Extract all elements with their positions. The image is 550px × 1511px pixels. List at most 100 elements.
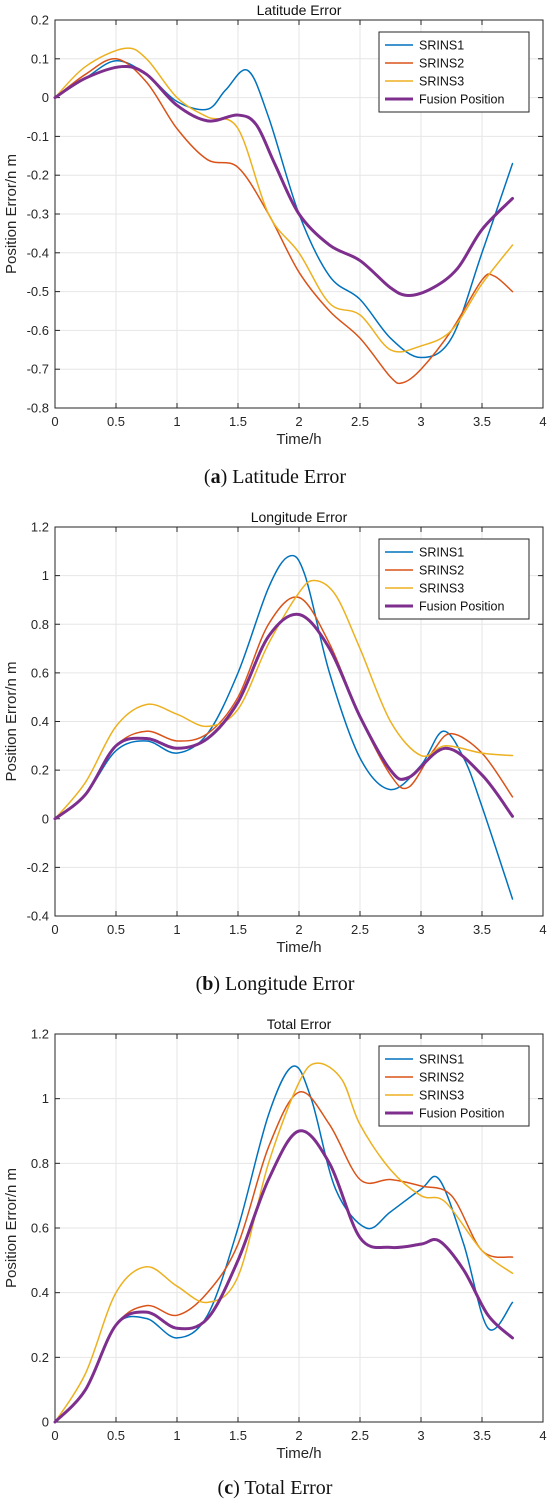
x-tick-label: 3.5: [473, 1428, 491, 1443]
chart-title: Total Error: [267, 1016, 332, 1032]
legend-label: SRINS2: [419, 1071, 464, 1085]
caption-latitude: (a) Latitude Error: [203, 466, 347, 488]
x-tick-label: 2.5: [351, 414, 369, 429]
legend-label: SRINS1: [419, 39, 464, 53]
chart-panel-longitude: 0 0.5 1 1.5 2 2.5 3 3.5 4 -0.4 -0.2 0 0.2 0.4 0.6 0.8 1 1…: [0, 506, 550, 966]
y-tick-label: 0: [42, 811, 49, 826]
series-lines: [53, 47, 514, 385]
plot-frame: [54, 1033, 544, 1423]
x-tick-label: 2: [295, 922, 302, 937]
y-tick-label: -0.6: [27, 323, 49, 338]
chart-title: Longitude Error: [251, 509, 348, 525]
y-axis-label: Position Error/n m: [3, 154, 20, 274]
caption-text: Latitude Error: [227, 466, 347, 488]
y-tick-label: 0.8: [31, 617, 49, 632]
y-tick-label: 0.2: [31, 1350, 49, 1365]
y-tick-label: 0.8: [31, 1156, 49, 1171]
x-tick-label: 4: [539, 922, 546, 937]
y-tick-label: -0.4: [27, 909, 49, 924]
legend-label: SRINS2: [419, 564, 464, 578]
total-error-chart: 0 0.5 1 1.5 2 2.5 3 3.5 4 0 0.2 0.4 0.6 0.8 1 1.2 Total …: [3, 1016, 547, 1462]
axes: 0 0.5 1 1.5 2 2.5 3 3.5 4 -0.4 -0.2 0 0.2 0.4 0.6 0.8 1 1…: [27, 520, 547, 938]
y-tick-label: 0.4: [31, 714, 49, 729]
x-tick-label: 1: [173, 922, 180, 937]
x-tick-label: 0.5: [107, 414, 125, 429]
y-tick-label: -0.2: [27, 168, 49, 183]
legend-label: Fusion Position: [419, 600, 505, 614]
chart-panel-latitude: 0 0.5 1 1.5 2 2.5 3 3.5 4 -0.8 -0.7 -0.6 -0.5 -0.4 -0.…: [0, 0, 550, 460]
y-tick-label: 0.4: [31, 1285, 49, 1300]
series-line-srins3: [54, 579, 514, 820]
x-tick-label: 2.5: [351, 1428, 369, 1443]
series-line-srins3: [54, 47, 514, 353]
x-tick-label: 3.5: [473, 414, 491, 429]
legend-label: Fusion Position: [419, 1107, 505, 1121]
x-tick-label: 3: [417, 414, 424, 429]
x-axis-label: Time/h: [276, 431, 321, 448]
x-tick-label: 0.5: [107, 1428, 125, 1443]
x-tick-label: 1.5: [229, 414, 247, 429]
x-tick-label: 2.5: [351, 922, 369, 937]
y-tick-label: 0.2: [31, 13, 49, 28]
series-lines: [53, 554, 514, 900]
x-tick-label: 0.5: [107, 922, 125, 937]
series-line-srins2: [54, 596, 514, 820]
series-line-fusion-position: [53, 64, 514, 297]
legend: SRINS1 SRINS2 SRINS3 Fusion Position: [378, 31, 530, 113]
caption-total: (c) Total Error: [217, 1477, 333, 1499]
plot-frame: [54, 526, 544, 917]
series-line-fusion-position: [53, 612, 514, 821]
x-tick-label: 0: [51, 1428, 58, 1443]
axes: 0 0.5 1 1.5 2 2.5 3 3.5 4 0 0.2 0.4 0.6 0.8 1 1.2: [31, 1027, 547, 1444]
x-tick-label: 1.5: [229, 1428, 247, 1443]
y-tick-label: -0.7: [27, 362, 49, 377]
chart-title: Latitude Error: [257, 2, 342, 18]
series-line-srins3: [54, 1062, 514, 1423]
series-line-srins1: [54, 554, 514, 900]
legend: SRINS1 SRINS2 SRINS3 Fusion Position: [378, 1045, 530, 1127]
series-line-fusion-position: [53, 1129, 514, 1424]
y-tick-label: -0.1: [27, 129, 49, 144]
y-axis-label: Position Error/n m: [3, 1168, 20, 1288]
legend-label: SRINS3: [419, 75, 464, 89]
x-tick-label: 0: [51, 922, 58, 937]
legend: SRINS1 SRINS2 SRINS3 Fusion Position: [378, 538, 530, 620]
y-tick-label: 0: [42, 90, 49, 105]
chart-panel-total: 0 0.5 1 1.5 2 2.5 3 3.5 4 0 0.2 0.4 0.6 0.8 1 1.2 Total …: [0, 1012, 550, 1472]
legend-label: SRINS1: [419, 546, 464, 560]
caption-letter: a: [210, 466, 221, 488]
y-tick-label: 1: [42, 1091, 49, 1106]
x-tick-label: 1.5: [229, 922, 247, 937]
caption-text: Longitude Error: [220, 973, 355, 995]
x-tick-label: 3: [417, 922, 424, 937]
y-tick-label: -0.5: [27, 284, 49, 299]
caption-longitude: (b) Longitude Error: [195, 973, 355, 995]
x-tick-label: 1: [173, 414, 180, 429]
caption-letter: c: [224, 1477, 234, 1499]
axes: 0 0.5 1 1.5 2 2.5 3 3.5 4 -0.8 -0.7 -0.6 -0.5 -0.4 -0.…: [27, 13, 547, 430]
x-tick-label: 2: [295, 414, 302, 429]
y-tick-label: 1: [42, 568, 49, 583]
x-tick-label: 1: [173, 1428, 180, 1443]
y-tick-label: -0.2: [27, 860, 49, 875]
y-tick-label: 0.1: [31, 51, 49, 66]
series-line-srins1: [54, 1065, 514, 1423]
caption-letter: b: [202, 973, 214, 995]
y-tick-label: 0.2: [31, 763, 49, 778]
y-axis-label: Position Error/n m: [3, 661, 20, 781]
x-axis-label: Time/h: [276, 1445, 321, 1462]
series-line-srins2: [54, 1091, 514, 1423]
y-tick-label: 1.2: [31, 520, 49, 535]
caption-text: Total Error: [239, 1477, 333, 1499]
y-tick-label: 1.2: [31, 1027, 49, 1042]
y-tick-label: 0.6: [31, 665, 49, 680]
x-tick-label: 3.5: [473, 922, 491, 937]
latitude-error-chart: 0 0.5 1 1.5 2 2.5 3 3.5 4 -0.8 -0.7 -0.6 -0.5 -0.4 -0.…: [3, 2, 547, 448]
series-lines: [53, 1062, 514, 1424]
y-tick-label: -0.4: [27, 245, 49, 260]
x-tick-label: 4: [539, 1428, 546, 1443]
y-tick-label: 0: [42, 1415, 49, 1430]
x-tick-label: 0: [51, 414, 58, 429]
longitude-error-chart: 0 0.5 1 1.5 2 2.5 3 3.5 4 -0.4 -0.2 0 0.2 0.4 0.6 0.8 1 1…: [3, 509, 547, 956]
x-tick-label: 4: [539, 414, 546, 429]
